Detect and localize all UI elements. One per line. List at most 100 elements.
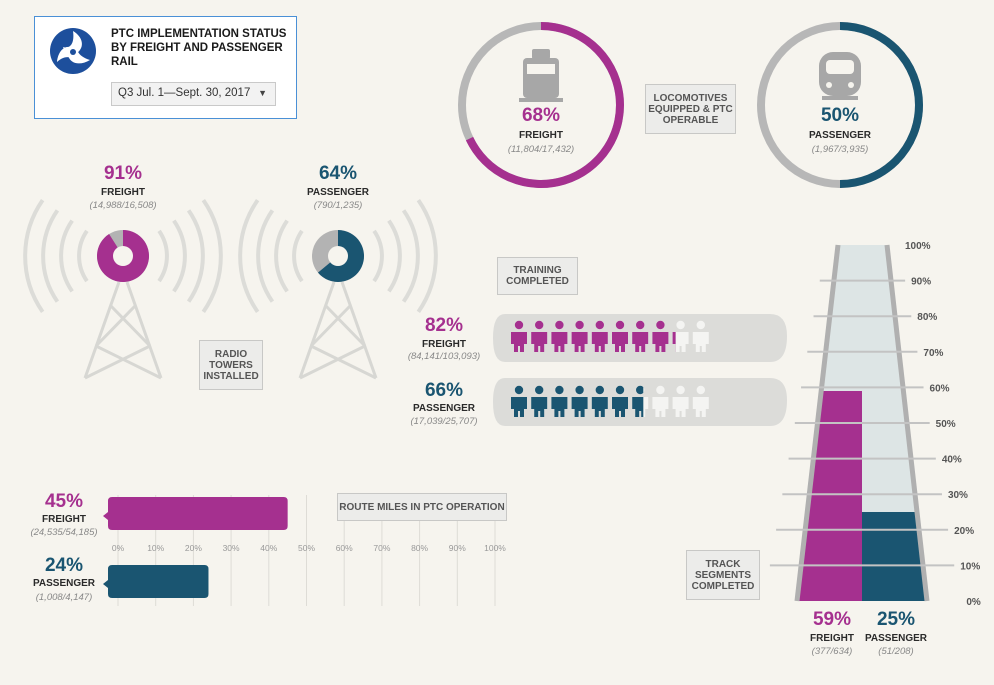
track-passenger-label: PASSENGER	[864, 633, 928, 644]
person-head	[676, 320, 685, 330]
radio-passenger-pct: 64%	[318, 163, 358, 184]
route-tick-label: 30%	[223, 543, 240, 553]
person-head	[696, 385, 705, 395]
radio-passenger-frac: (790/1,235)	[313, 200, 363, 211]
tower-legs	[298, 281, 378, 379]
track-tick-label: 60%	[930, 383, 950, 394]
person-icon	[531, 320, 548, 352]
route-freight-label: FREIGHT	[42, 514, 86, 525]
person-body	[511, 397, 527, 417]
person-icon	[672, 332, 676, 352]
training-freight-frac: (84,141/103,093)	[407, 351, 481, 362]
passenger-train-icon	[819, 52, 861, 100]
person-icon	[652, 385, 669, 417]
person-body	[531, 332, 548, 352]
route-tick-label: 10%	[147, 543, 164, 553]
radio-freight-frac: (14,988/16,508)	[89, 200, 157, 211]
loco-passenger-pct: 50%	[820, 105, 860, 126]
loco-passenger-label: PASSENGER	[808, 130, 872, 141]
training-passenger-frac: (17,039/25,707)	[410, 416, 478, 427]
locomotives-label: LOCOMOTIVES EQUIPPED & PTC OPERABLE	[645, 84, 736, 134]
route-tick-label: 50%	[298, 543, 315, 553]
track-label: TRACK SEGMENTS COMPLETED	[686, 550, 760, 600]
person-head	[575, 385, 584, 395]
signal-wave-icon	[23, 199, 45, 313]
person-body	[591, 332, 608, 352]
track-freight-bar	[797, 390, 862, 601]
person-body	[571, 332, 588, 352]
signal-wave-icon	[416, 199, 438, 313]
person-body	[632, 332, 649, 352]
person-head	[555, 320, 564, 330]
training-passenger-pct: 66%	[424, 380, 464, 401]
tower-lattice	[84, 304, 162, 380]
training-passenger-label: PASSENGER	[412, 403, 476, 414]
radio-freight-label: FREIGHT	[101, 187, 145, 198]
chevron-down-icon: ▼	[258, 88, 267, 98]
person-head	[676, 385, 685, 395]
person-icon	[551, 385, 568, 417]
signal-wave-icon	[256, 209, 275, 303]
track-tick-label: 100%	[905, 241, 931, 252]
dot-logo-icon	[50, 28, 96, 74]
training-freight-pct: 82%	[424, 315, 464, 336]
track-tick-label: 40%	[942, 455, 962, 466]
route-freight-bar	[103, 497, 288, 530]
person-body	[612, 332, 628, 352]
person-body	[652, 332, 669, 352]
person-head	[514, 385, 524, 395]
route-tick-label: 70%	[373, 543, 390, 553]
person-body	[551, 332, 568, 352]
person-head	[615, 320, 625, 330]
train-window	[826, 60, 854, 74]
person-head	[595, 320, 604, 330]
radio-freight-pct: 91%	[103, 163, 143, 184]
route-passenger-frac: (1,008/4,147)	[35, 592, 93, 603]
person-icon	[692, 320, 709, 352]
quarter-select[interactable]: Q3 Jul. 1—Sept. 30, 2017 ▼	[111, 82, 276, 106]
person-icon	[692, 385, 709, 417]
radio-freight-hole	[113, 246, 133, 266]
person-body	[672, 332, 689, 352]
signal-wave-icon	[157, 229, 169, 283]
route-tick-label: 60%	[336, 543, 353, 553]
person-body	[591, 397, 608, 417]
signal-wave-icon	[59, 219, 74, 293]
person-icon	[632, 385, 644, 417]
loco-passenger-ring-arc	[839, 22, 923, 188]
person-icon	[551, 320, 568, 352]
route-freight-frac: (24,535/54,185)	[30, 527, 98, 538]
track-freight-pct: 59%	[812, 609, 852, 630]
radio-passenger-tower	[238, 199, 438, 380]
track-passenger-pct: 25%	[876, 609, 916, 630]
track-tick-label: 70%	[923, 348, 943, 359]
person-body	[551, 397, 568, 417]
route-freight-pct: 45%	[44, 491, 84, 512]
person-icon	[511, 385, 527, 417]
loco-window	[527, 64, 555, 74]
person-icon	[672, 385, 689, 417]
training-freight-label: FREIGHT	[422, 339, 466, 350]
person-body	[612, 397, 628, 417]
person-head	[696, 320, 705, 330]
route-tick-label: 80%	[411, 543, 428, 553]
page-title: PTC IMPLEMENTATION STATUS BY FREIGHT AND…	[111, 28, 287, 68]
person-body	[672, 397, 689, 417]
person-head	[595, 385, 604, 395]
signal-wave-icon	[41, 209, 60, 303]
track-tick-label: 10%	[960, 561, 980, 572]
training-label: TRAINING COMPLETED	[497, 257, 578, 295]
loco-freight-label: FREIGHT	[519, 130, 563, 141]
route-tick-label: 0%	[112, 543, 125, 553]
person-icon	[511, 320, 527, 352]
person-icon	[591, 320, 608, 352]
person-icon	[672, 320, 689, 352]
track-passenger-frac: (51/208)	[878, 646, 914, 657]
track-tick-label: 90%	[911, 277, 931, 288]
route-passenger-label: PASSENGER	[32, 578, 96, 589]
person-icon	[652, 320, 669, 352]
route-tick-label: 90%	[449, 543, 466, 553]
track-tick-label: 20%	[954, 526, 974, 537]
loco-freight-ring-arc	[465, 22, 624, 188]
signal-wave-icon	[387, 219, 402, 293]
